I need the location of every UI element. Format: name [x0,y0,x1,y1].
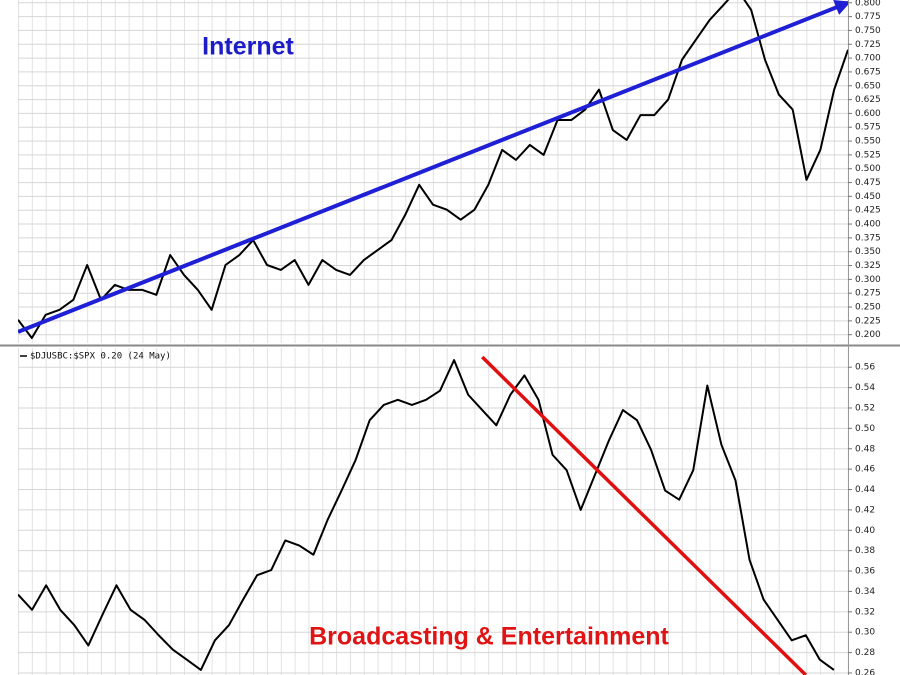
plot [18,355,835,675]
y-tick-label: 0.300 [855,275,881,285]
plot [18,0,848,340]
y-tick-label: 0.28 [855,648,875,658]
y-tick-label: 0.475 [855,178,881,188]
y-tick-label: 0.500 [855,164,881,174]
y-tick-label: 0.675 [855,67,881,77]
annotation: Internet [202,33,294,61]
y-tick-label: 0.525 [855,150,881,160]
y-tick-label: 0.40 [855,526,875,536]
vertical-grid [18,348,848,675]
y-tick-label: 0.325 [855,261,881,271]
y-tick-label: 0.350 [855,247,881,257]
y-tick-label: 0.30 [855,628,875,638]
legend-label: $DJUSBC:$SPX 0.20 (24 May) [30,352,171,362]
y-tick-label: 0.250 [855,303,881,313]
y-tick-label: 0.725 [855,40,881,50]
price-line [18,0,848,340]
y-tick-label: 0.54 [855,383,875,393]
y-tick-label: 0.375 [855,233,881,243]
y-tick-label: 0.42 [855,505,875,515]
y-tick-label: 0.32 [855,607,875,617]
y-tick-label: 0.550 [855,137,881,147]
annotation: Broadcasting & Entertainment [309,623,669,651]
y-tick-label: 0.44 [855,485,875,495]
y-tick-label: 0.56 [855,363,875,373]
y-tick-label: 0.775 [855,12,881,22]
y-tick-label: 0.700 [855,54,881,64]
y-tick-label: 0.575 [855,123,881,133]
y-tick-label: 0.750 [855,26,881,36]
y-tick-label: 0.200 [855,330,881,340]
price-line [18,359,835,671]
trend-line [18,0,848,334]
y-tick-label: 0.650 [855,81,881,91]
y-tick-label: 0.225 [855,316,881,326]
y-tick-label: 0.34 [855,587,875,597]
y-tick-label: 0.275 [855,289,881,299]
trend-line [481,355,808,675]
y-tick-label: 0.450 [855,192,881,202]
y-tick-label: 0.50 [855,424,875,434]
y-tick-label: 0.38 [855,546,875,556]
y-tick-label: 0.800 [855,0,881,8]
y-tick-label: 0.600 [855,109,881,119]
y-tick-label: 0.400 [855,220,881,230]
y-tick-label: 0.625 [855,95,881,105]
y-tick-label: 0.36 [855,567,875,577]
y-tick-label: 0.48 [855,444,875,454]
y-tick-label: 0.26 [855,668,875,675]
y-tick-label: 0.425 [855,206,881,216]
y-tick-label: 0.46 [855,465,875,475]
y-tick-label: 0.52 [855,403,875,413]
